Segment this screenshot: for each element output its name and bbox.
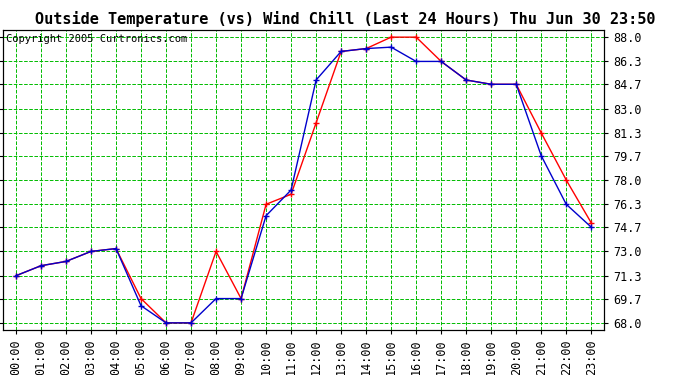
Text: Outside Temperature (vs) Wind Chill (Last 24 Hours) Thu Jun 30 23:50: Outside Temperature (vs) Wind Chill (Las… <box>34 11 655 27</box>
Text: Copyright 2005 Curtronics.com: Copyright 2005 Curtronics.com <box>6 34 188 45</box>
